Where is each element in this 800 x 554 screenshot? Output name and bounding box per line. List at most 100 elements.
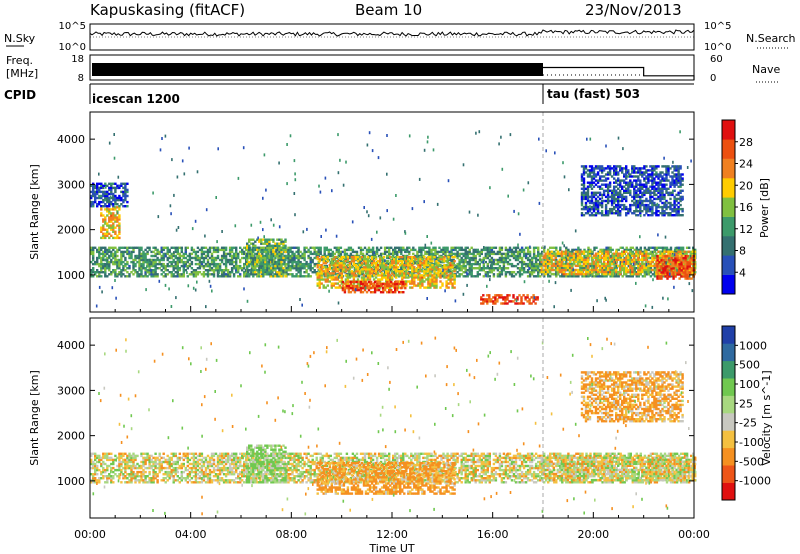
- power-cell: [268, 258, 271, 262]
- power-cell: [589, 248, 592, 252]
- power-cell: [172, 273, 175, 276]
- power-cell: [427, 280, 430, 283]
- power-cell: [96, 262, 99, 266]
- power-cell: [619, 264, 622, 268]
- power-cell: [318, 268, 321, 271]
- power-cell: [641, 260, 644, 263]
- power-cell: [653, 271, 657, 274]
- power-cell: [486, 262, 489, 266]
- power-cell: [633, 273, 636, 276]
- power-cell: [373, 286, 377, 290]
- power-cell: [510, 254, 514, 258]
- power-cell: [574, 258, 578, 261]
- power-cell: [679, 246, 683, 249]
- power-cell: [94, 190, 97, 194]
- power-cell: [258, 273, 261, 276]
- power-cell: [258, 260, 261, 264]
- power-cell: [434, 246, 437, 249]
- power-cell: [176, 246, 179, 249]
- power-cell: [504, 271, 508, 274]
- power-cell: [349, 280, 353, 284]
- power-cell: [375, 246, 379, 249]
- power-cell: [405, 262, 408, 265]
- power-cell: [388, 250, 391, 254]
- power-cell: [128, 264, 131, 268]
- power-cell: [174, 271, 177, 274]
- power-cell: [104, 252, 107, 256]
- power-cell: [498, 252, 502, 256]
- power-cell: [411, 260, 414, 263]
- power-cell: [419, 257, 422, 261]
- power-cell: [194, 271, 198, 274]
- power-cell: [359, 288, 363, 292]
- power-cell: [663, 248, 667, 252]
- power-cell: [600, 256, 604, 259]
- power-cell: [647, 273, 651, 276]
- power-cell: [124, 256, 127, 260]
- power-cell: [435, 284, 438, 287]
- power-cell: [362, 278, 366, 281]
- power-cell: [102, 194, 105, 198]
- power-cell: [301, 262, 304, 266]
- power-cell: [144, 256, 147, 260]
- power-cell: [449, 278, 452, 281]
- power-cell: [526, 250, 530, 254]
- power-cell: [309, 267, 312, 270]
- power-cell: [299, 256, 302, 260]
- power-cell: [116, 258, 119, 262]
- power-cell: [447, 255, 450, 259]
- power-cell: [102, 184, 105, 187]
- power-cell: [576, 252, 580, 255]
- power-cell: [102, 190, 105, 194]
- power-cell: [266, 264, 269, 268]
- power-cell: [500, 246, 504, 249]
- power-cell: [633, 264, 636, 268]
- power-cell: [138, 275, 141, 278]
- power-cell: [274, 246, 277, 249]
- power-cell: [262, 269, 265, 272]
- power-cell: [146, 262, 149, 266]
- power-cell: [399, 274, 402, 277]
- power-cell: [411, 276, 414, 279]
- power-cell: [122, 264, 125, 268]
- power-cell: [222, 275, 226, 278]
- power-cell: [451, 264, 454, 267]
- power-cell: [270, 271, 273, 274]
- power-cell: [641, 256, 644, 259]
- power-cell: [104, 198, 107, 202]
- power-cell: [176, 262, 179, 266]
- power-cell: [611, 275, 614, 278]
- power-cell: [420, 248, 423, 252]
- power-cell: [106, 248, 109, 252]
- power-cell: [526, 275, 530, 278]
- power-cell: [104, 220, 107, 223]
- power-cell: [524, 246, 528, 249]
- power-cell: [319, 248, 322, 252]
- power-cell: [118, 216, 121, 219]
- power-cell: [506, 294, 509, 297]
- power-cell: [339, 250, 343, 254]
- power-cell: [100, 271, 103, 274]
- power-cell: [413, 255, 416, 259]
- power-cell: [112, 230, 115, 233]
- power-cell: [262, 242, 265, 245]
- power-cell: [108, 192, 111, 196]
- power-cell: [608, 266, 612, 270]
- power-cell: [348, 262, 352, 265]
- power-cell: [619, 262, 622, 266]
- power-cell: [540, 268, 543, 272]
- power-cell: [98, 186, 101, 190]
- power-cell: [202, 267, 206, 270]
- power-cell: [445, 282, 448, 285]
- power-cell: [393, 262, 396, 265]
- power-cell: [307, 262, 310, 266]
- power-cell: [114, 275, 117, 278]
- power-cell: [354, 270, 358, 273]
- power-cell: [264, 242, 267, 245]
- power-cell: [514, 302, 517, 305]
- power-cell: [431, 257, 434, 261]
- power-cell: [594, 254, 598, 257]
- power-cell: [458, 260, 461, 264]
- power-cell: [385, 270, 388, 273]
- power-cell: [106, 205, 109, 208]
